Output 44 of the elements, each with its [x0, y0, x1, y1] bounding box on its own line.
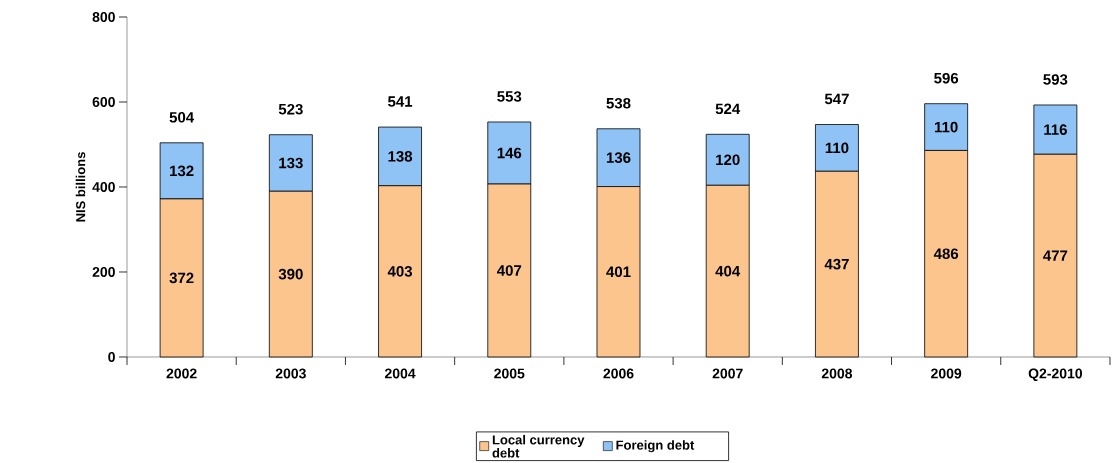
y-tick-label: 800 — [92, 12, 115, 22]
total-label: 538 — [606, 97, 631, 109]
data-label: 146 — [497, 147, 522, 159]
legend-label: Foreign debt — [616, 440, 695, 453]
x-tick-label: 2009 — [931, 368, 962, 379]
total-label: 523 — [278, 103, 303, 115]
x-tick-label: 2003 — [275, 368, 306, 379]
data-label: 403 — [387, 266, 413, 277]
x-tick-label: 2005 — [494, 368, 525, 379]
data-label: 407 — [496, 265, 522, 276]
data-label: 437 — [824, 258, 849, 270]
legend-label: Local currency debt — [492, 434, 585, 458]
y-tick-label: 0 — [108, 352, 115, 362]
total-label: 596 — [934, 72, 959, 84]
y-tick-label: 400 — [92, 182, 115, 192]
y-axis-title: NIS billions — [75, 152, 86, 222]
total-label: 504 — [169, 111, 195, 123]
total-label: 553 — [497, 91, 522, 102]
x-tick-label: 2002 — [166, 368, 197, 379]
total-label: 593 — [1043, 74, 1068, 85]
x-tick-label: 2007 — [712, 368, 743, 379]
data-label: 372 — [169, 272, 194, 284]
x-tick-label: 2004 — [384, 368, 416, 379]
data-label: 486 — [933, 248, 959, 260]
data-label: 133 — [279, 157, 303, 169]
data-label: 116 — [1044, 124, 1067, 135]
x-tick-label: 2006 — [603, 368, 634, 379]
total-label: 524 — [715, 103, 741, 115]
data-label: 136 — [606, 152, 631, 163]
total-label: 547 — [824, 93, 849, 105]
data-label: 401 — [606, 266, 631, 278]
y-tick-label: 600 — [92, 97, 115, 107]
data-label: 404 — [715, 265, 741, 277]
x-tick-label: Q2-2010 — [1028, 368, 1083, 382]
total-label: 541 — [388, 96, 413, 107]
y-tick-label: 200 — [92, 267, 115, 277]
data-label: 110 — [934, 121, 958, 133]
data-label: 132 — [170, 165, 194, 177]
x-tick-label: 2008 — [821, 368, 853, 379]
data-label: 390 — [278, 268, 303, 280]
data-label: 138 — [388, 151, 413, 162]
data-label: 477 — [1043, 250, 1068, 261]
data-label: 110 — [825, 142, 849, 154]
data-label: 120 — [716, 154, 740, 166]
